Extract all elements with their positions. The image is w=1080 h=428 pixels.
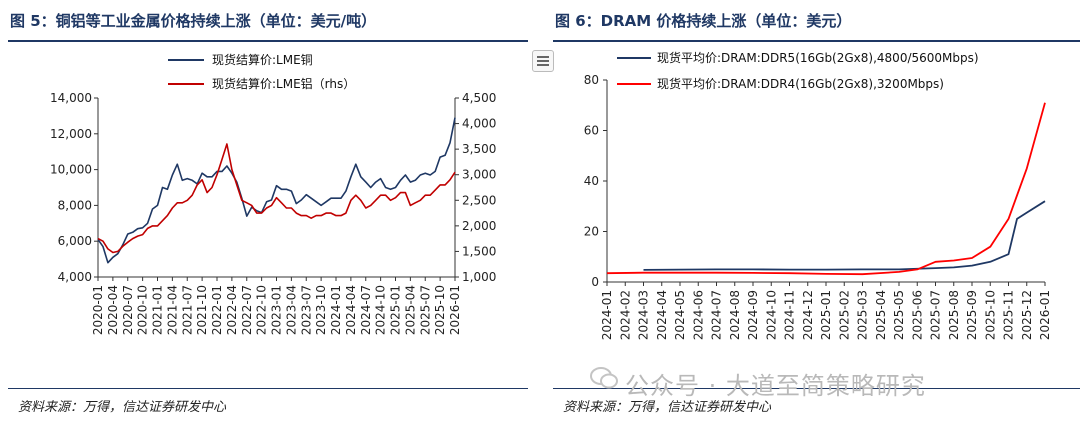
y-left-tick-label: 12,000 <box>50 127 92 141</box>
right-source-note: 资料来源：万得，信达证券研发中心 <box>563 400 772 415</box>
wechat-logo-icon <box>590 367 618 389</box>
y-left-tick-label: 4,000 <box>58 270 92 284</box>
x-tick-label: 2025-12 <box>1020 290 1034 340</box>
x-tick-label: 2024-04 <box>655 290 669 340</box>
x-tick-label: 2025-08 <box>947 290 961 340</box>
watermark-text: 公众号 · 大道至简策略研究 <box>625 372 926 400</box>
chart-menu-icon[interactable] <box>532 50 554 72</box>
x-tick-label: 2025-01 <box>389 285 403 335</box>
y-right-tick-label: 3,000 <box>462 168 496 182</box>
y-right-tick-label: 3,500 <box>462 142 496 156</box>
x-tick-label: 2024-11 <box>783 290 797 340</box>
aluminum-series-line <box>97 143 456 254</box>
left-chart-title: 图 5：铜铝等工业金属价格持续上涨（单位：美元/吨） <box>10 12 377 30</box>
x-tick-label: 2020-01 <box>91 285 105 335</box>
x-tick-label: 2024-04 <box>344 285 358 335</box>
right-source-rule <box>553 388 1080 389</box>
x-tick-label: 2025-04 <box>874 290 888 340</box>
left-source-rule <box>8 388 528 389</box>
x-tick-label: 2026-01 <box>448 285 462 335</box>
x-tick-label: 2025-07 <box>929 290 943 340</box>
x-tick-label: 2021-10 <box>195 285 209 335</box>
x-tick-label: 2023-10 <box>314 285 328 335</box>
y-right-tick-label: 1,000 <box>462 270 496 284</box>
x-tick-label: 2026-01 <box>1038 290 1052 340</box>
x-tick-label: 2022-01 <box>210 285 224 335</box>
ddr4-series-line <box>606 102 1046 276</box>
x-tick-label: 2022-10 <box>255 285 269 335</box>
x-tick-label: 2025-03 <box>856 290 870 340</box>
x-tick-label: 2024-01 <box>600 290 614 340</box>
x-tick-label: 2023-01 <box>270 285 284 335</box>
x-tick-label: 2025-11 <box>1002 290 1016 340</box>
x-tick-label: 2022-04 <box>225 285 239 335</box>
x-tick-label: 2024-10 <box>764 290 778 340</box>
y-left-tick-label: 6,000 <box>58 234 92 248</box>
y-tick-label: 40 <box>584 174 599 188</box>
legend-label: 现货结算价:LME铜 <box>212 52 313 67</box>
y-left-tick-label: 8,000 <box>58 198 92 212</box>
x-tick-label: 2025-10 <box>433 285 447 335</box>
x-tick-label: 2025-09 <box>965 290 979 340</box>
left-title-rule <box>8 40 528 42</box>
x-tick-label: 2021-01 <box>151 285 165 335</box>
x-tick-label: 2020-10 <box>136 285 150 335</box>
y-left-tick-label: 14,000 <box>50 91 92 105</box>
left-chart-panel: 图 5：铜铝等工业金属价格持续上涨（单位：美元/吨） 4,000 6,000 8,0… <box>0 0 528 428</box>
x-tick-label: 2023-04 <box>284 285 298 335</box>
x-tick-label: 2024-06 <box>691 290 705 340</box>
y-tick-label: 0 <box>591 275 599 289</box>
x-tick-label: 2025-10 <box>983 290 997 340</box>
x-tick-label: 2024-07 <box>710 290 724 340</box>
dram-price-chart: 0 20 40 60 80 2024-01 2024-02 2024-03 2024-04 202… <box>584 50 1052 340</box>
x-tick-label: 2020-07 <box>121 285 135 335</box>
x-tick-label: 2020-04 <box>106 285 120 335</box>
x-tick-label: 2023-07 <box>299 285 313 335</box>
right-title-rule <box>553 40 1080 42</box>
x-tick-label: 2024-03 <box>637 290 651 340</box>
x-tick-label: 2024-12 <box>801 290 815 340</box>
x-tick-label: 2022-07 <box>240 285 254 335</box>
x-tick-label: 2025-05 <box>892 290 906 340</box>
legend-label: 现货结算价:LME铝（rhs） <box>212 76 355 91</box>
x-tick-label: 2024-08 <box>728 290 742 340</box>
ddr5-series-line <box>643 200 1046 271</box>
y-right-tick-label: 2,000 <box>462 219 496 233</box>
y-tick-label: 60 <box>584 124 599 138</box>
x-tick-label: 2021-04 <box>165 285 179 335</box>
x-tick-label: 2024-10 <box>374 285 388 335</box>
y-right-tick-label: 4,500 <box>462 91 496 105</box>
y-right-tick-label: 4,000 <box>462 117 496 131</box>
y-tick-label: 80 <box>584 73 599 87</box>
x-tick-label: 2024-07 <box>359 285 373 335</box>
x-tick-label: 2025-02 <box>837 290 851 340</box>
x-tick-label: 2025-01 <box>819 290 833 340</box>
y-left-tick-label: 10,000 <box>50 163 92 177</box>
x-tick-label: 2024-02 <box>618 290 632 340</box>
legend-label: 现货平均价:DRAM:DDR4(16Gb(2Gx8),3200Mbps) <box>657 76 944 91</box>
y-right-tick-label: 1,500 <box>462 244 496 258</box>
x-tick-label: 2025-04 <box>403 285 417 335</box>
legend-label: 现货平均价:DRAM:DDR5(16Gb(2Gx8),4800/5600Mbps… <box>657 50 979 65</box>
y-right-tick-label: 2,500 <box>462 193 496 207</box>
copper-series-line <box>97 117 456 264</box>
x-tick-label: 2024-01 <box>329 285 343 335</box>
copper-aluminum-chart: 4,000 6,000 8,000 10,000 12,000 14,000 1,000 1,… <box>50 52 496 335</box>
right-chart-panel: 图 6：DRAM 价格持续上涨（单位：美元） 0 20 40 60 80 2024-01 2… <box>545 0 1080 428</box>
x-tick-label: 2025-06 <box>910 290 924 340</box>
x-tick-label: 2024-05 <box>673 290 687 340</box>
x-tick-label: 2021-07 <box>180 285 194 335</box>
right-chart-title: 图 6：DRAM 价格持续上涨（单位：美元） <box>555 12 852 30</box>
x-tick-label: 2024-09 <box>746 290 760 340</box>
y-tick-label: 20 <box>584 225 599 239</box>
x-tick-label: 2025-07 <box>418 285 432 335</box>
left-source-note: 资料来源：万得，信达证券研发中心 <box>18 400 227 415</box>
